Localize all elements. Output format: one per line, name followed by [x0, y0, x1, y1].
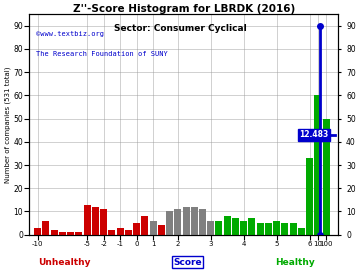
- Bar: [240, 221, 247, 235]
- Bar: [149, 221, 157, 235]
- Bar: [183, 207, 189, 235]
- Bar: [117, 228, 123, 235]
- Bar: [67, 232, 74, 235]
- Bar: [323, 119, 330, 235]
- Bar: [174, 209, 181, 235]
- Text: ©www.textbiz.org: ©www.textbiz.org: [36, 31, 104, 37]
- Bar: [306, 158, 313, 235]
- Bar: [298, 228, 305, 235]
- Bar: [42, 221, 49, 235]
- Bar: [282, 223, 288, 235]
- Bar: [216, 221, 222, 235]
- Bar: [75, 232, 82, 235]
- Text: 12.483: 12.483: [299, 130, 328, 139]
- Bar: [133, 223, 140, 235]
- Text: Sector: Consumer Cyclical: Sector: Consumer Cyclical: [114, 24, 246, 33]
- Bar: [207, 221, 214, 235]
- Bar: [199, 209, 206, 235]
- Bar: [84, 204, 91, 235]
- Bar: [51, 230, 58, 235]
- Bar: [141, 216, 148, 235]
- Bar: [257, 223, 264, 235]
- Bar: [290, 223, 297, 235]
- Bar: [100, 209, 107, 235]
- Text: Healthy: Healthy: [275, 258, 315, 266]
- Bar: [92, 207, 99, 235]
- Bar: [265, 223, 272, 235]
- Text: Unhealthy: Unhealthy: [39, 258, 91, 266]
- Bar: [166, 211, 173, 235]
- Bar: [314, 95, 321, 235]
- Title: Z''-Score Histogram for LBRDK (2016): Z''-Score Histogram for LBRDK (2016): [73, 4, 295, 14]
- Text: Score: Score: [173, 258, 202, 266]
- Bar: [224, 216, 231, 235]
- Bar: [158, 225, 165, 235]
- Bar: [191, 207, 198, 235]
- Bar: [59, 232, 66, 235]
- Text: The Research Foundation of SUNY: The Research Foundation of SUNY: [36, 51, 167, 57]
- Bar: [273, 221, 280, 235]
- Bar: [248, 218, 256, 235]
- Y-axis label: Number of companies (531 total): Number of companies (531 total): [4, 66, 11, 183]
- Bar: [125, 230, 132, 235]
- Bar: [232, 218, 239, 235]
- Bar: [34, 228, 41, 235]
- Bar: [108, 230, 115, 235]
